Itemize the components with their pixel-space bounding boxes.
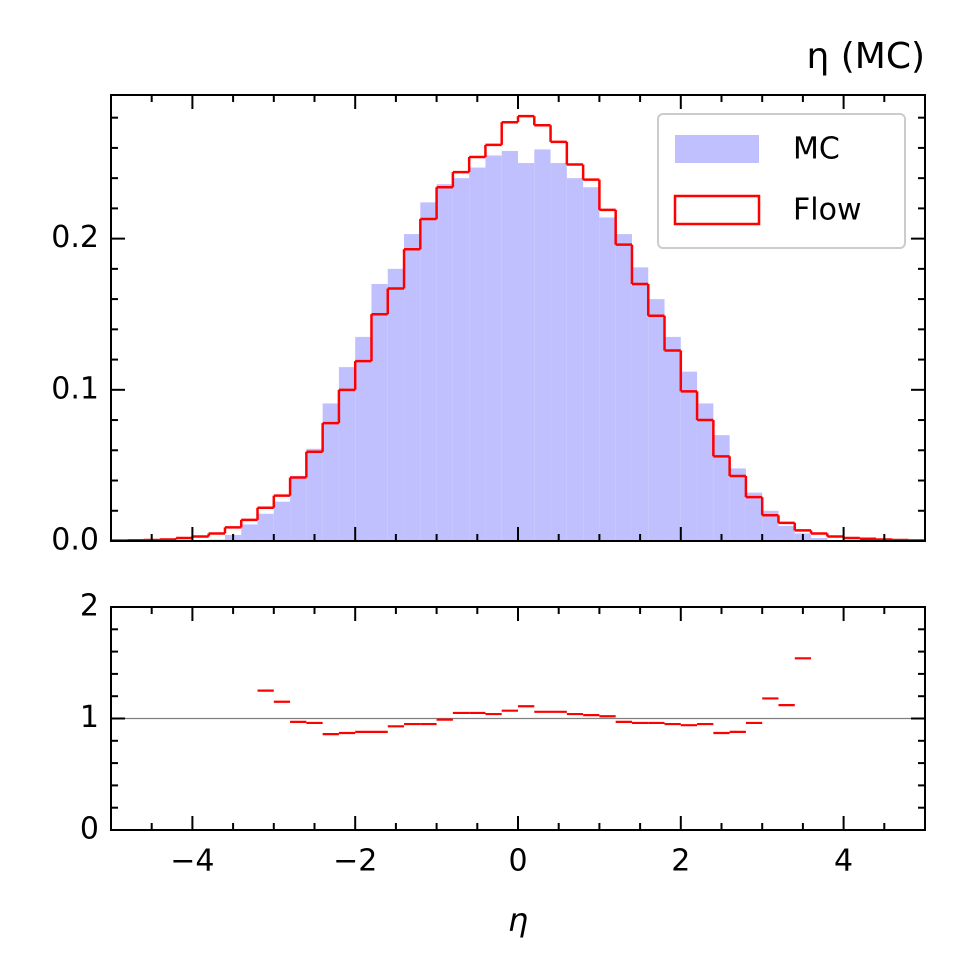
bar — [778, 525, 795, 541]
y-tick-label: 1 — [80, 700, 99, 735]
bar — [338, 367, 356, 541]
axes-frame — [110, 606, 926, 831]
bar — [273, 501, 291, 541]
bar — [306, 448, 323, 541]
axes-frame — [110, 94, 926, 542]
bar — [631, 267, 649, 541]
x-tick-label: −4 — [170, 844, 214, 879]
legend-box — [657, 113, 906, 249]
bar — [257, 513, 274, 541]
x-axis-label: η — [508, 901, 528, 939]
legend-swatch — [673, 194, 761, 226]
bar — [680, 371, 698, 541]
y-tick-label: 0.1 — [51, 371, 99, 406]
bar — [550, 163, 567, 541]
bar — [518, 163, 535, 541]
bar — [436, 184, 453, 541]
bar — [713, 435, 730, 541]
x-tick-label: 0 — [508, 844, 527, 879]
bar — [729, 468, 746, 541]
bar — [452, 178, 470, 542]
x-tick-label: −2 — [333, 844, 377, 879]
legend-label: Flow — [793, 193, 861, 228]
legend-label: MC — [793, 132, 840, 167]
bar — [599, 217, 616, 542]
bar — [583, 187, 600, 541]
bar — [290, 475, 307, 541]
bar — [534, 149, 551, 541]
bar — [811, 537, 828, 541]
bar — [664, 336, 681, 541]
bar — [697, 403, 714, 541]
bar — [485, 155, 502, 541]
bar — [371, 283, 388, 541]
y-tick-label: 0.2 — [51, 220, 99, 255]
bar — [762, 510, 779, 541]
x-tick-label: 2 — [671, 844, 690, 879]
bar — [648, 299, 665, 541]
y-tick-label: 0.0 — [51, 523, 99, 558]
bar — [566, 178, 584, 542]
bar — [745, 492, 763, 541]
bar — [355, 336, 372, 541]
bar — [241, 524, 258, 541]
bar — [404, 234, 421, 541]
x-tick-label: 4 — [834, 844, 853, 879]
bar — [501, 150, 518, 542]
legend-swatch — [675, 135, 759, 163]
bar — [615, 234, 632, 541]
bar — [387, 268, 405, 541]
y-tick-label: 2 — [80, 589, 99, 624]
y-tick-label: 0 — [80, 812, 99, 847]
bar — [322, 403, 339, 541]
bar — [420, 202, 437, 541]
bar — [469, 167, 486, 541]
chart-title: η (MC) — [806, 36, 925, 77]
